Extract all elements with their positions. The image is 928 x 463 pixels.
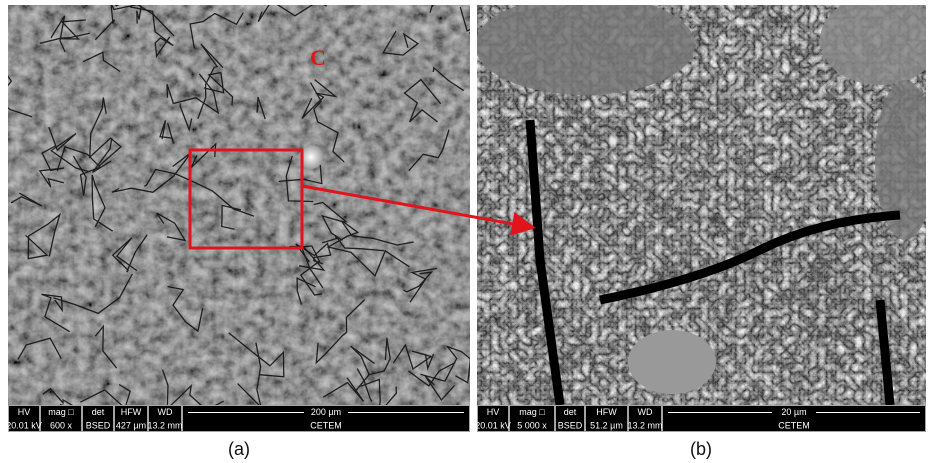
info-value: 600 x: [50, 420, 73, 430]
info-value: 20.01 kV: [475, 420, 511, 430]
info-header: det: [564, 407, 577, 417]
info-value: 427 µm: [116, 420, 146, 430]
panel-label: (b): [690, 439, 712, 459]
scale-label: 200 µm: [311, 407, 341, 417]
info-header: WD: [158, 407, 173, 417]
particle: [628, 330, 716, 394]
scale-label: 20 µm: [781, 407, 806, 417]
info-value: 5 000 x: [517, 420, 547, 430]
info-value: BSED: [86, 420, 111, 430]
region-marker: C: [310, 45, 326, 70]
lab-name: CETEM: [310, 420, 342, 430]
info-header: mag □: [48, 407, 74, 417]
info-value: 13.2 mm: [627, 420, 662, 430]
info-value: 51.2 µm: [590, 420, 623, 430]
info-value: 20.01 kV: [6, 420, 42, 430]
info-bar: [8, 405, 470, 432]
figure: C HV 20.01 kV mag □ 600 x det BSED HFW 427 µm WD…: [0, 0, 928, 463]
info-header: HV: [18, 407, 31, 417]
panel-label: (a): [228, 439, 250, 459]
info-header: HFW: [121, 407, 142, 417]
info-value: BSED: [558, 420, 583, 430]
info-header: mag □: [519, 407, 545, 417]
lab-name: CETEM: [778, 420, 810, 430]
info-header: HFW: [596, 407, 617, 417]
info-header: WD: [638, 407, 653, 417]
micrograph-b: [475, 0, 928, 405]
info-value: 13.2 mm: [147, 420, 182, 430]
info-header: det: [92, 407, 105, 417]
info-header: HV: [487, 407, 500, 417]
